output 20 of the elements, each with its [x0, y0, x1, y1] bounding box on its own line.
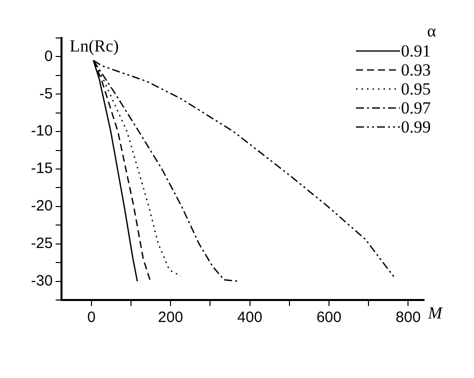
- legend-label: 0.97: [401, 98, 432, 118]
- x-tick-label: 600: [316, 309, 342, 326]
- legend-label: 0.91: [401, 41, 431, 60]
- legend-label: 0.99: [401, 117, 431, 136]
- legend-title: α: [427, 21, 436, 40]
- x-tick-label: 400: [237, 309, 262, 326]
- x-axis-title: M: [427, 303, 443, 322]
- y-tick-label: -5: [39, 85, 53, 102]
- y-tick-label: -30: [30, 272, 53, 290]
- x-tick-label: 200: [158, 309, 184, 326]
- y-tick-label: -20: [30, 198, 53, 215]
- legend-label: 0.93: [401, 60, 431, 80]
- y-tick-label: -15: [30, 160, 53, 178]
- x-tick-label: 0: [87, 309, 96, 326]
- x-tick-label: 800: [396, 309, 421, 326]
- y-tick-label: -25: [30, 235, 53, 252]
- y-tick-label: 0: [44, 48, 53, 65]
- legend-label: 0.95: [401, 79, 431, 98]
- y-axis-title: Ln(Rc): [70, 36, 119, 56]
- y-tick-label: -10: [30, 122, 53, 140]
